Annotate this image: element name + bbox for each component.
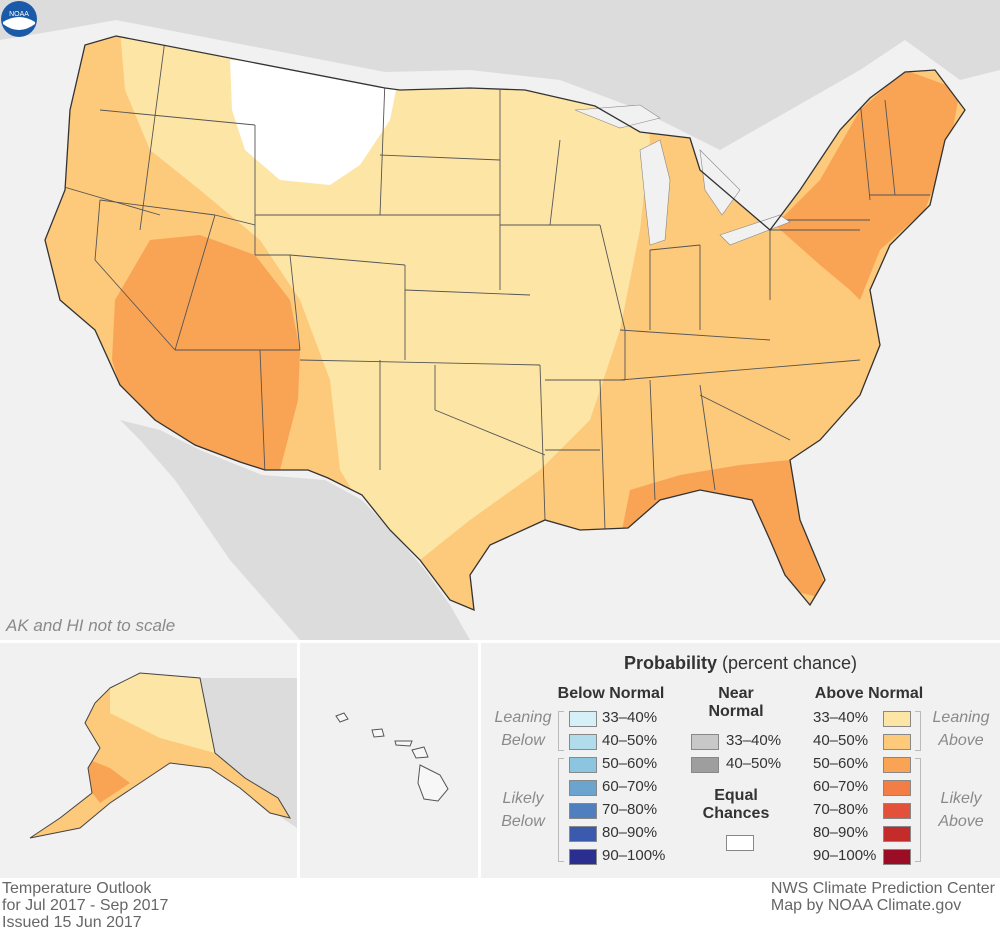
below-normal-swatch [569, 711, 597, 727]
region-above-33-40 [120, 36, 650, 560]
below-normal-label: 60–70% [602, 778, 658, 795]
region-above-50-60-southeast [620, 460, 830, 600]
state-borders [45, 39, 930, 531]
above-normal-swatch [883, 757, 911, 773]
equal-chances-heading: Equal Chances [702, 787, 770, 822]
above-normal-label: 80–90% [813, 824, 869, 841]
above-normal-label: 70–80% [813, 801, 869, 818]
legend-title: Probability (percent chance) [623, 653, 858, 673]
credit-cpc: NWS Climate Prediction Center [770, 880, 995, 897]
conus-map-graphic [0, 0, 1000, 640]
scale-note: AK and HI not to scale [6, 616, 176, 635]
alaska-inset [0, 643, 297, 878]
below-normal-heading: Below Normal [557, 685, 665, 702]
caption-title: Temperature Outlook [2, 880, 152, 897]
above-normal-swatch [883, 711, 911, 727]
above-normal-swatch [883, 734, 911, 750]
equal-chances-swatch [726, 835, 754, 851]
above-normal-heading: Above Normal [814, 685, 924, 702]
above-normal-label: 60–70% [813, 778, 869, 795]
near-normal-swatch [691, 734, 719, 750]
lake-superior [574, 104, 661, 129]
likely-above-bracket [915, 758, 921, 862]
outlook-caption: Temperature Outlook for Jul 2017 - Sep 2… [2, 880, 168, 931]
credits: NWS Climate Prediction Center Map by NOA… [771, 880, 995, 914]
region-above-50-60-southwest [112, 235, 300, 470]
legend: Probability (percent chance) Below Norma… [481, 643, 1000, 878]
below-normal-label: 90–100% [602, 847, 666, 864]
near-normal-swatch [691, 757, 719, 773]
credit-climate-gov: Map by NOAA Climate.gov [770, 897, 962, 914]
lake-huron [699, 149, 741, 216]
above-normal-label: 90–100% [813, 847, 877, 864]
above-normal-swatch [883, 780, 911, 796]
below-normal-label: 40–50% [602, 732, 658, 749]
canada-landmass [0, 0, 1000, 150]
likely-below-bracket [558, 758, 564, 862]
conus-map: AK and HI not to scale NOAA [0, 0, 1000, 640]
noaa-logo-icon: NOAA [1, 1, 37, 37]
near-normal-label: 40–50% [726, 755, 782, 772]
above-normal-label: 50–60% [813, 755, 869, 772]
region-above-50-60-northeast [775, 70, 960, 300]
molokai-island [394, 740, 413, 747]
likely-below-label: Likely Below [501, 790, 545, 830]
leaning-above-bracket [915, 711, 921, 751]
leaning-above-label: Leaning Above [932, 709, 990, 749]
above-normal-label: 40–50% [813, 732, 869, 749]
below-normal-label: 80–90% [602, 824, 658, 841]
near-normal-label: 33–40% [726, 732, 782, 749]
below-normal-swatch [569, 757, 597, 773]
below-normal-label: 33–40% [602, 709, 658, 726]
above-normal-label: 33–40% [813, 709, 869, 726]
oahu-island [371, 728, 385, 738]
maui-island [411, 746, 429, 759]
below-normal-swatch [569, 780, 597, 796]
hawaii-inset [300, 643, 478, 878]
hawaii-big-island [417, 764, 449, 802]
near-normal-heading: Near Normal [708, 685, 764, 720]
lake-michigan [639, 139, 671, 246]
svg-text:NOAA: NOAA [9, 11, 29, 18]
below-normal-swatch [569, 826, 597, 842]
below-normal-swatch [569, 803, 597, 819]
caption-period: for Jul 2017 - Sep 2017 [2, 897, 169, 914]
below-normal-swatch [569, 734, 597, 750]
below-normal-label: 50–60% [602, 755, 658, 772]
region-equal-chances [230, 60, 400, 185]
below-normal-swatch [569, 849, 597, 865]
mexico-landmass [120, 420, 470, 640]
leaning-below-label: Leaning Below [494, 709, 552, 749]
caption-issued: Issued 15 Jun 2017 [2, 914, 142, 931]
below-normal-label: 70–80% [602, 801, 658, 818]
hawaii-map-graphic [335, 712, 449, 802]
leaning-below-bracket [558, 711, 564, 751]
above-normal-swatch [883, 826, 911, 842]
alaska-map-graphic [0, 643, 297, 878]
above-normal-swatch [883, 803, 911, 819]
above-normal-swatch [883, 849, 911, 865]
kauai-island [335, 712, 349, 723]
canada-landmass [200, 678, 297, 828]
likely-above-label: Likely Above [938, 790, 984, 830]
